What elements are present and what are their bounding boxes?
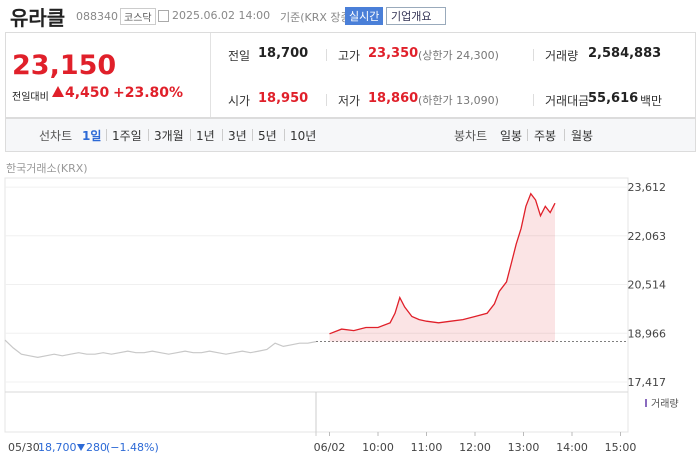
stat-sub: (하한가 13,090) [418,94,499,107]
tab-label: 선차트 [39,129,73,143]
stock-code: 088340 [76,10,118,23]
prev-close: 18,700 [38,441,77,454]
current-price: 23,150 [12,50,117,81]
stat-value: 18,860 [368,91,419,106]
x-tick-label: 14:00 [556,441,588,454]
separator [106,129,107,141]
tab[interactable]: 주봉 [534,129,557,143]
tab[interactable]: 3년 [228,129,247,143]
stat-value: 18,950 [258,91,309,106]
y-tick-label: 18,966 [628,327,667,340]
x-tick-label: 13:00 [508,441,540,454]
x-tick-label: 15:00 [605,441,637,454]
stat-sub: (상한가 24,300) [418,49,499,62]
separator [564,129,565,141]
x-tick-label: 10:00 [362,441,394,454]
stat-value: 23,350 [368,46,419,61]
separator [222,129,223,141]
tab[interactable]: 1주일 [112,129,142,143]
calendar-icon [158,10,169,22]
prev-change: 280 [86,441,107,454]
stat-value: 2,584,883 [588,46,662,61]
prev-day-line [4,339,317,359]
change-pct: +23.80% [113,85,184,101]
stat-value: 55,616 [588,91,639,106]
stat-label: 거래대금 [545,94,590,108]
stat-label: 고가 [338,49,361,63]
volume-label: 거래량 [651,398,679,410]
divider [326,94,327,106]
prev-change-pct: (−1.48%) [106,441,159,454]
price-chart: 한국거래소(KRX) 23,612 22,063 20,514 18,966 17,417… [4,162,679,454]
stat-label: 저가 [338,94,361,108]
tab[interactable]: 1년 [196,129,215,143]
divider [326,49,327,61]
tab[interactable]: 3개월 [154,129,184,143]
divider [210,33,211,117]
x-tick-label: 12:00 [459,441,491,454]
separator [284,129,285,141]
market-badge: 코스닥 [120,8,156,25]
change-value: 4,450 [65,85,110,101]
summary-box [5,32,696,118]
tab[interactable]: 일봉 [500,129,523,143]
tab[interactable]: 1일 [82,129,102,143]
basis: 기준(KRX 장중) [280,11,355,24]
divider [533,49,534,61]
today-area [329,193,555,342]
separator [527,129,528,141]
stat-label: 전일 [228,49,251,63]
tab[interactable]: 월봉 [571,129,594,143]
volume-legend-mark [645,399,647,407]
stat-label: 시가 [228,94,251,108]
datetime: 2025.06.02 14:00 [172,9,271,22]
y-tick-label: 17,417 [628,376,667,389]
stat-value: 18,700 [258,46,309,61]
company-button[interactable]: 기업개요 [386,7,447,25]
y-tick-label: 22,063 [628,230,667,243]
change-label: 전일대비 [12,92,49,103]
tab-bar: 선차트 1일 1주일 3개월 1년 3년 5년 10년 봉차트 일봉 주봉 월봉 [5,118,696,152]
tab[interactable]: 5년 [258,129,277,143]
x-tick-label: 06/02 [314,441,346,454]
separator [148,129,149,141]
y-tick-label: 23,612 [628,181,667,194]
x-tick-label: 11:00 [411,441,443,454]
divider [533,94,534,106]
y-tick-label: 20,514 [628,279,667,292]
tab[interactable]: 10년 [290,129,317,143]
separator [190,129,191,141]
up-arrow [52,86,64,97]
stat-unit: 백만 [640,94,663,108]
prev-date: 05/30 [8,441,40,454]
stock-name: 유라클 [10,6,66,30]
source-label: 한국거래소(KRX) [6,162,88,175]
stat-label: 거래량 [545,49,579,63]
tab-label: 봉차트 [454,129,488,143]
today-line [329,192,556,335]
separator [252,129,253,141]
change: 4,450 [52,85,109,101]
down-arrow [77,444,85,451]
realtime-button[interactable]: 실시간 [345,7,384,25]
